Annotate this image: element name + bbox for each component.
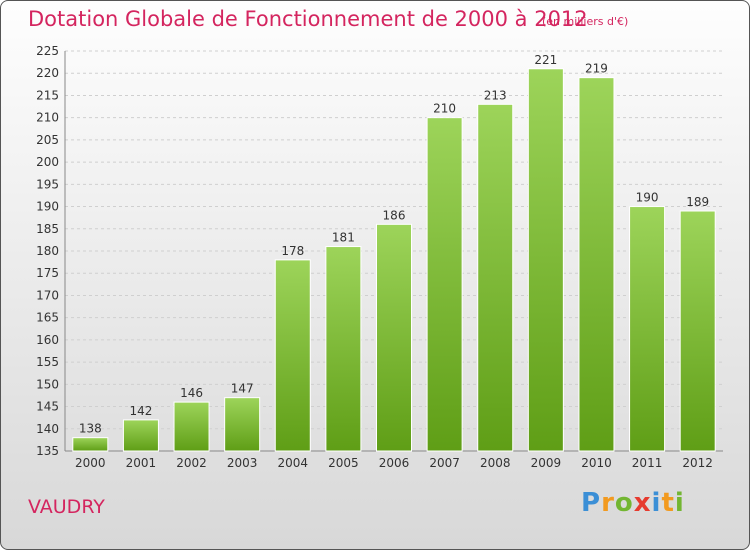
bar-value-label: 190: [636, 191, 659, 205]
bar-chart: 135 140 145 150 155 160 165 170 175 180 185 190 195 2…: [36, 44, 723, 470]
bar-value-label: 213: [484, 88, 507, 102]
y-tick-label: 160: [36, 333, 59, 347]
x-tick-label: 2000: [75, 456, 106, 470]
y-tick-label: 195: [36, 177, 59, 191]
bar-value-label: 221: [534, 53, 557, 67]
y-tick-label: 150: [36, 377, 59, 391]
bar: [376, 223, 412, 452]
y-tick-label: 175: [36, 266, 59, 280]
y-tick-label: 145: [36, 400, 59, 414]
y-tick-label: 205: [36, 133, 59, 147]
y-tick-label: 135: [36, 444, 59, 458]
bar: [578, 77, 615, 452]
y-tick-label: 170: [36, 288, 59, 302]
bar-value-label: 186: [383, 208, 406, 222]
bar: [679, 210, 716, 452]
y-tick-label: 180: [36, 244, 59, 258]
bars: [72, 68, 716, 452]
bar-value-label: 147: [231, 382, 254, 396]
bar: [629, 206, 666, 452]
y-tick-label: 210: [36, 111, 59, 125]
y-tick-label: 185: [36, 222, 59, 236]
bar-value-label: 210: [433, 102, 456, 116]
bar: [274, 259, 311, 452]
bar: [426, 117, 463, 452]
bar: [527, 68, 564, 452]
x-tick-label: 2002: [176, 456, 207, 470]
bar-value-label: 219: [585, 62, 608, 76]
y-tick-label: 140: [36, 422, 59, 436]
bar: [224, 397, 261, 452]
x-tick-label: 2007: [429, 456, 460, 470]
x-tick-label: 2010: [581, 456, 612, 470]
x-tick-label: 2012: [682, 456, 713, 470]
y-tick-label: 200: [36, 155, 59, 169]
chart-subtitle: (en milliers d'€): [542, 15, 629, 28]
bar-value-label: 178: [281, 244, 304, 258]
bar-value-label: 181: [332, 231, 355, 245]
x-tick-label: 2001: [126, 456, 157, 470]
bar: [325, 246, 362, 452]
x-tick-label: 2008: [480, 456, 511, 470]
bar: [72, 437, 109, 452]
x-tick-label: 2004: [277, 456, 308, 470]
proxiti-logo: Proxiti: [581, 488, 685, 518]
y-tick-label: 220: [36, 66, 59, 80]
bar-value-label: 189: [686, 195, 709, 209]
x-tick-label: 2006: [379, 456, 410, 470]
bar: [477, 103, 514, 452]
y-tick-label: 215: [36, 88, 59, 102]
x-tick-label: 2009: [531, 456, 562, 470]
bar-value-label: 146: [180, 386, 203, 400]
bar-value-label: 142: [129, 404, 152, 418]
bar: [173, 401, 210, 452]
bar-value-label: 138: [79, 422, 102, 436]
chart-title: Dotation Globale de Fonctionnement de 20…: [28, 7, 588, 31]
y-tick-label: 190: [36, 200, 59, 214]
labels: 138 2000 142 2001 146 2002 147 2003 178 2004 181 20…: [75, 53, 713, 470]
y-tick-label: 225: [36, 44, 59, 58]
commune-name: VAUDRY: [28, 496, 105, 518]
x-tick-label: 2005: [328, 456, 359, 470]
y-tick-label: 165: [36, 311, 59, 325]
x-tick-label: 2011: [632, 456, 663, 470]
bar: [122, 419, 159, 452]
y-tick-label: 155: [36, 355, 59, 369]
x-tick-label: 2003: [227, 456, 258, 470]
